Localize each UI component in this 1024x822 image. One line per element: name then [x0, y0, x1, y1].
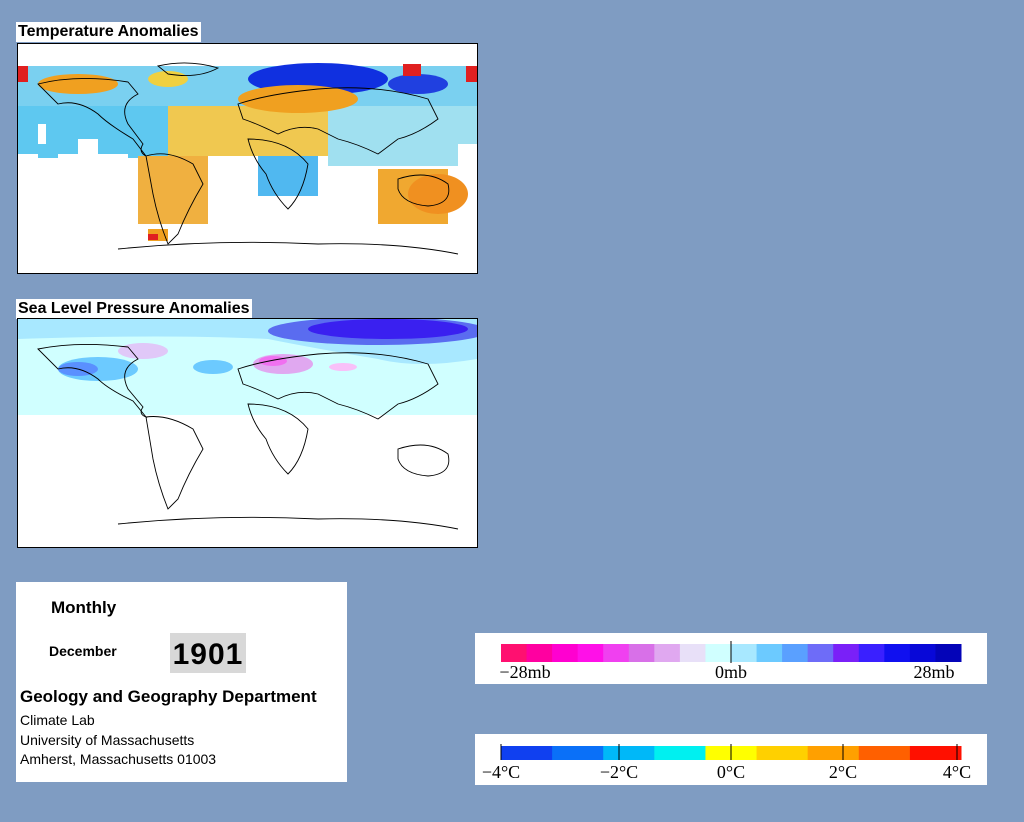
coastline-outlines: [37, 343, 459, 530]
temperature-color-swatch: [858, 746, 911, 760]
department-name: Geology and Geography Department: [20, 687, 317, 706]
temperature-color-swatch: [501, 746, 553, 760]
pressure-color-swatch: [628, 644, 655, 662]
temperature-tick-2: 0°C: [717, 762, 745, 782]
pressure-tick-max: 28mb: [913, 662, 954, 682]
pressure-color-swatch: [552, 644, 579, 662]
info-panel: Monthly December 1901 Geology and Geogra…: [16, 582, 347, 782]
pressure-color-swatch: [526, 644, 553, 662]
temperature-anomaly-map: [17, 43, 478, 274]
lab-name: Climate Lab: [20, 712, 95, 728]
pressure-color-swatch: [731, 644, 758, 662]
temperature-tick-0: −4°C: [482, 762, 520, 782]
pressure-color-swatch: [679, 644, 706, 662]
pressure-anomaly-field: [18, 319, 477, 415]
pressure-color-swatch: [501, 644, 528, 662]
pressure-anomaly-map: [17, 318, 478, 548]
temperature-color-bar: [501, 746, 962, 760]
temperature-color-swatch: [756, 746, 809, 760]
temperature-anomaly-field: [18, 63, 477, 273]
pressure-color-swatch: [909, 644, 936, 662]
frequency-label: Monthly: [51, 598, 117, 617]
pressure-tick-zero: 0mb: [715, 662, 747, 682]
temperature-tick-4: 4°C: [943, 762, 971, 782]
pressure-color-swatch: [756, 644, 783, 662]
pressure-color-swatch: [705, 644, 732, 662]
pressure-color-bar: [501, 644, 962, 662]
pressure-color-swatch: [935, 644, 962, 662]
coastline-outlines: [37, 62, 459, 255]
pressure-color-swatch: [833, 644, 860, 662]
pressure-color-swatch: [654, 644, 681, 662]
temperature-tick-3: 2°C: [829, 762, 857, 782]
temperature-color-legend: −4°C −2°C 0°C 2°C 4°C: [475, 734, 987, 785]
pressure-color-swatch: [858, 644, 885, 662]
pressure-tick-min: −28mb: [499, 662, 550, 682]
temperature-color-swatch: [552, 746, 604, 760]
month-label: December: [49, 643, 117, 659]
temperature-color-swatch: [909, 746, 962, 760]
pressure-color-swatch: [807, 644, 834, 662]
temperature-color-swatch: [807, 746, 860, 760]
university-name: University of Massachusetts: [20, 732, 195, 748]
city-address: Amherst, Massachusetts 01003: [20, 751, 217, 767]
pressure-color-legend: −28mb 0mb 28mb: [475, 633, 987, 684]
temperature-panel-title: Temperature Anomalies: [16, 22, 201, 42]
pressure-color-swatch: [603, 644, 630, 662]
year-display: 1901: [170, 633, 246, 673]
temperature-tick-1: −2°C: [600, 762, 638, 782]
pressure-panel-title: Sea Level Pressure Anomalies: [16, 299, 252, 319]
pressure-color-swatch: [884, 644, 911, 662]
pressure-color-swatch: [577, 644, 604, 662]
temperature-color-swatch: [603, 746, 655, 760]
pressure-color-swatch: [782, 644, 809, 662]
temperature-color-swatch: [654, 746, 706, 760]
